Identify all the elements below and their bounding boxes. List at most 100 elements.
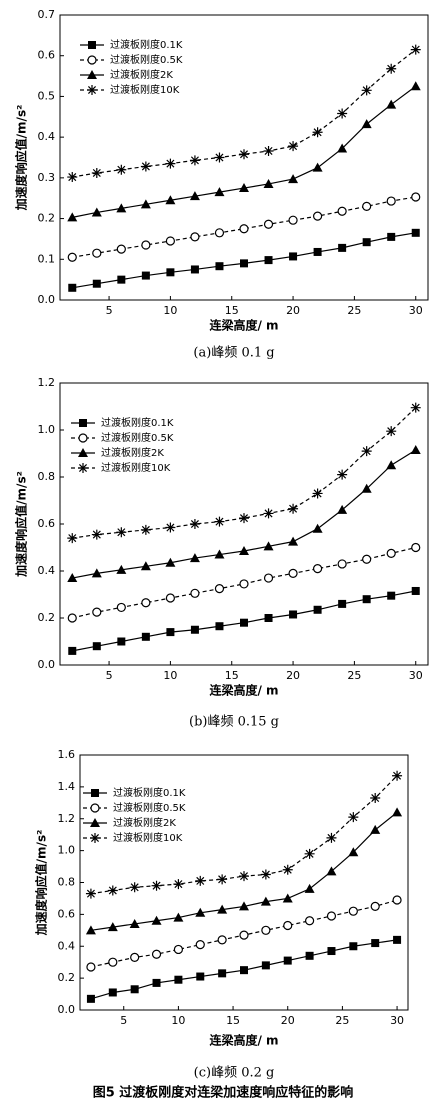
marker-asterisk	[85, 888, 96, 899]
marker-asterisk	[214, 516, 225, 527]
y-tick-label: 0.6	[38, 517, 56, 530]
marker-square	[283, 956, 292, 965]
legend-label: 过渡板刚度2K	[113, 816, 176, 829]
y-tick-label: 0.3	[38, 171, 56, 184]
marker-asterisk	[410, 44, 421, 55]
marker-asterisk	[195, 875, 206, 886]
marker-circle	[116, 244, 126, 254]
marker-circle	[116, 602, 126, 613]
legend-marker	[91, 789, 99, 797]
marker-triangle	[67, 573, 78, 583]
marker-asterisk	[239, 149, 249, 160]
marker-square	[313, 247, 322, 256]
marker-triangle	[129, 918, 140, 928]
marker-circle	[173, 944, 183, 955]
marker-triangle	[337, 143, 348, 153]
marker-circle	[214, 228, 225, 238]
legend-label: 过渡板刚度0.1K	[110, 38, 183, 51]
y-tick-label: 0.1	[38, 252, 56, 265]
x-tick-label: 25	[347, 304, 361, 317]
marker-circle	[108, 957, 118, 967]
marker-square	[349, 942, 358, 951]
legend-marker	[88, 41, 96, 49]
marker-asterisk	[312, 488, 323, 499]
marker-square	[117, 637, 126, 646]
marker-triangle	[361, 483, 372, 493]
marker-circle	[165, 236, 175, 246]
marker-triangle	[326, 866, 337, 876]
marker-asterisk	[337, 469, 348, 480]
marker-asterisk	[129, 882, 140, 893]
marker-circle	[261, 925, 271, 935]
marker-triangle	[67, 212, 78, 222]
y-tick-label: 1.0	[38, 423, 56, 436]
marker-circle	[190, 588, 200, 598]
marker-triangle	[386, 460, 397, 470]
legend-label: 过渡板刚度10K	[113, 831, 183, 844]
marker-circle	[190, 232, 200, 242]
marker-triangle	[151, 915, 162, 925]
series-line	[72, 407, 417, 539]
x-axis-title: 连梁高度/ m	[209, 1033, 278, 1048]
marker-circle	[217, 935, 227, 945]
legend-marker	[87, 85, 97, 95]
y-axis-title: 加速度响应值/m/s²	[14, 471, 29, 578]
marker-asterisk	[173, 879, 184, 890]
marker-circle	[141, 240, 151, 250]
legend-marker	[90, 833, 100, 843]
marker-circle	[386, 196, 396, 206]
marker-square	[92, 279, 101, 288]
marker-triangle	[217, 904, 228, 914]
marker-circle	[165, 593, 175, 603]
marker-triangle	[91, 568, 102, 578]
y-tick-label: 0.2	[38, 611, 56, 624]
marker-square	[86, 994, 95, 1003]
marker-circle	[411, 192, 421, 202]
legend-label: 过渡板刚度0.5K	[110, 53, 183, 66]
marker-triangle	[282, 893, 293, 903]
marker-asterisk	[239, 871, 249, 882]
marker-square	[141, 632, 150, 641]
marker-square	[174, 975, 183, 984]
marker-circle	[411, 542, 421, 553]
marker-triangle	[337, 504, 348, 514]
marker-circle	[86, 962, 96, 972]
marker-triangle	[214, 549, 225, 559]
marker-asterisk	[370, 793, 381, 804]
x-tick-label: 30	[409, 669, 423, 682]
marker-square	[166, 268, 175, 277]
marker-square	[362, 238, 371, 247]
legend-label: 过渡板刚度2K	[110, 68, 173, 81]
marker-asterisk	[361, 85, 372, 96]
marker-square	[305, 951, 314, 960]
marker-circle	[239, 930, 249, 940]
marker-circle	[67, 613, 77, 623]
y-tick-label: 0.2	[38, 212, 56, 225]
y-tick-label: 0.2	[58, 971, 76, 984]
marker-square	[240, 259, 248, 268]
legend-label: 过渡板刚度0.1K	[113, 786, 186, 799]
marker-square	[327, 947, 336, 956]
marker-triangle	[214, 187, 225, 197]
y-tick-label: 0.6	[38, 49, 56, 62]
marker-circle	[362, 201, 372, 211]
y-tick-label: 0.4	[38, 130, 56, 143]
legend-marker	[87, 55, 97, 65]
marker-asterisk	[326, 832, 337, 843]
x-tick-label: 15	[226, 1014, 240, 1027]
marker-triangle	[263, 178, 274, 188]
marker-triangle	[348, 847, 359, 857]
marker-circle	[195, 940, 205, 950]
marker-asterisk	[116, 527, 127, 538]
y-tick-label: 1.2	[38, 376, 56, 389]
marker-asterisk	[214, 152, 225, 163]
legend-label: 过渡板刚度10K	[101, 461, 171, 474]
marker-circle	[362, 554, 372, 564]
marker-square	[362, 595, 371, 604]
marker-asterisk	[263, 508, 274, 519]
marker-square	[190, 625, 199, 634]
legend-marker	[78, 448, 88, 457]
y-tick-label: 1.2	[58, 812, 76, 825]
marker-square	[289, 252, 298, 261]
